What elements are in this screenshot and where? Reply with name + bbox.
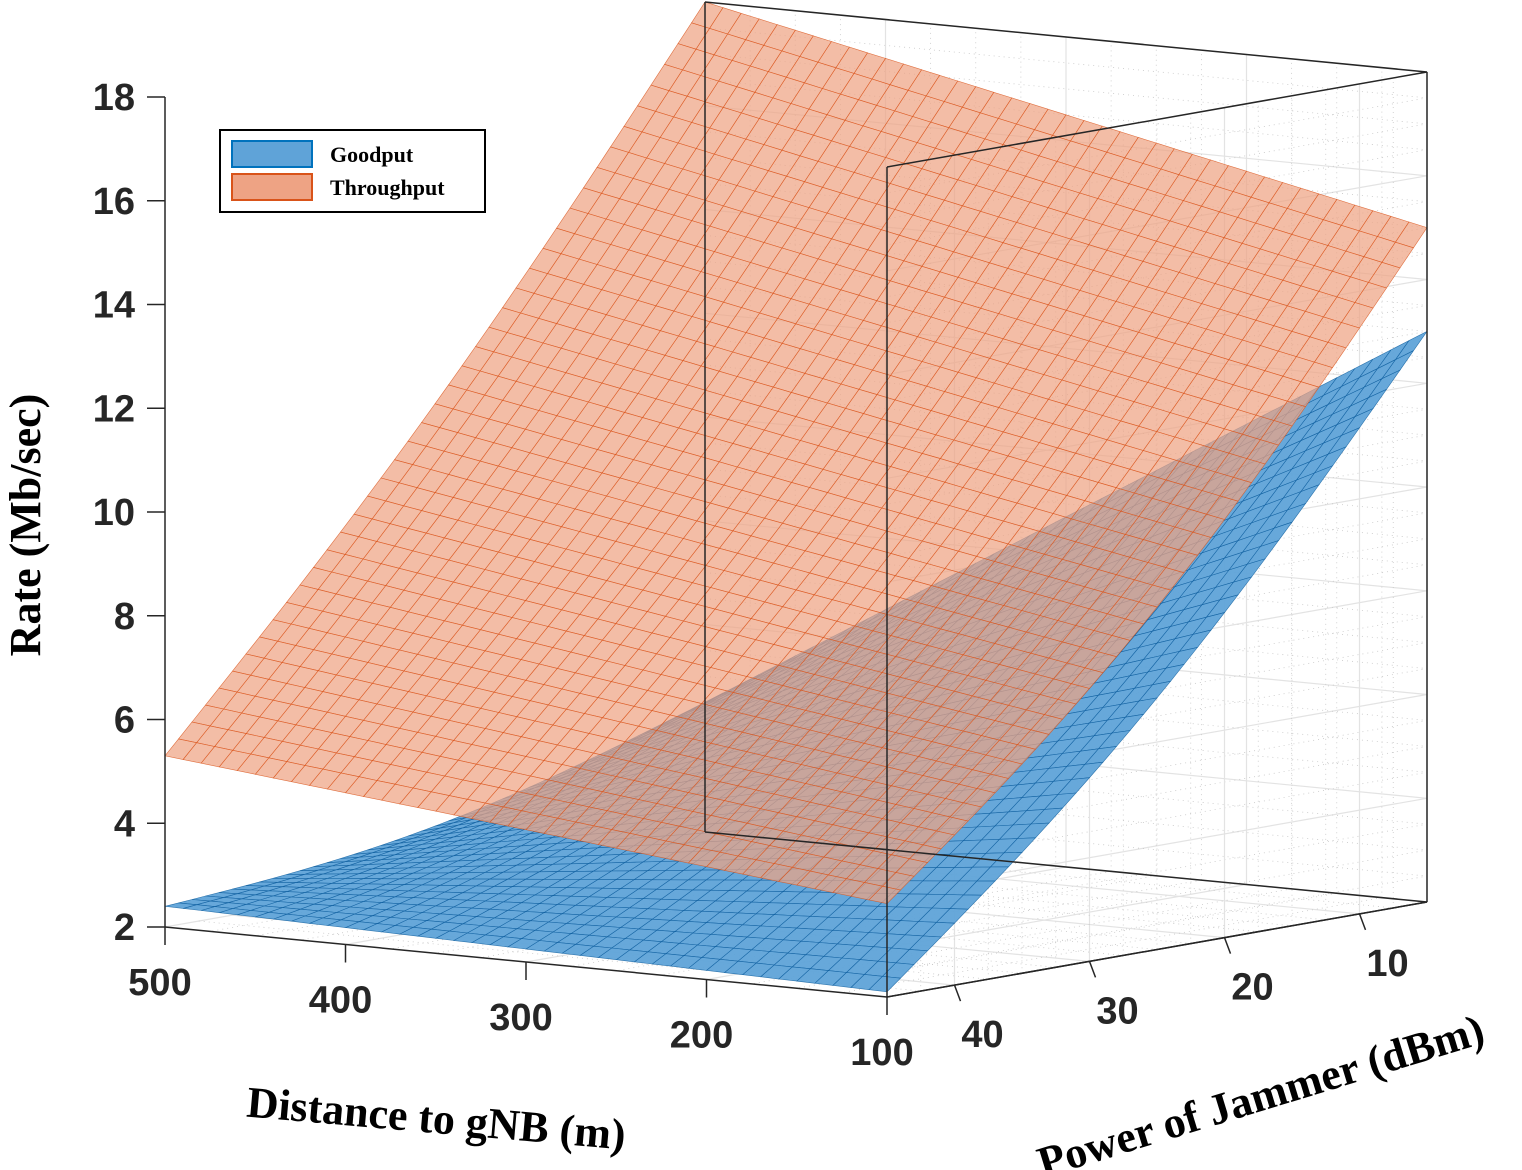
tick-labels: 2 4 6 8 10 12 14 16 18 500 400 300 200 100 40 30 20 10 (93, 77, 1409, 1074)
z-tick-label-16: 16 (93, 181, 135, 223)
y-tick (1088, 961, 1097, 978)
z-tick-label-14: 14 (93, 285, 135, 327)
z-tick-label-12: 12 (93, 388, 135, 430)
y-tick-label-40: 40 (961, 1014, 1003, 1056)
z-axis-title: Rate (Mb/sec) (1, 394, 50, 657)
z-tick-label-10: 10 (93, 492, 135, 534)
y-tick (1358, 913, 1367, 931)
x-tick-label-300: 300 (489, 997, 552, 1039)
z-tick-label-4: 4 (114, 803, 135, 845)
x-tick-label-500: 500 (128, 962, 191, 1004)
y-axis-line (886, 901, 1428, 998)
z-tick-label-8: 8 (114, 596, 135, 638)
legend: Goodput Throughput (219, 129, 486, 213)
x-tick-label-100: 100 (850, 1032, 913, 1074)
z-tick-label-6: 6 (114, 700, 135, 742)
z-tick-label-18: 18 (93, 77, 135, 119)
x-axis-title: Distance to gNB (m) (245, 1078, 628, 1160)
x-tick-label-400: 400 (309, 980, 372, 1022)
y-tick (953, 984, 962, 1002)
legend-swatch-throughput (231, 173, 313, 201)
legend-label-goodput: Goodput (330, 142, 414, 167)
legend-label-throughput: Throughput (330, 175, 445, 200)
y-tick-label-30: 30 (1096, 990, 1138, 1032)
floor-minor-y (198, 920, 921, 992)
box-edge-top (704, 1, 1428, 168)
surface-throughput (164, 1, 1428, 904)
z-tick-label-2: 2 (114, 907, 135, 949)
legend-swatch-goodput (231, 140, 313, 168)
x-tick-label-200: 200 (670, 1015, 733, 1057)
y-tick (1223, 937, 1232, 954)
axes (147, 1, 1428, 1015)
y-tick-label-20: 20 (1231, 967, 1273, 1009)
surfaces (164, 1, 1428, 993)
y-tick-label-10: 10 (1366, 943, 1408, 985)
